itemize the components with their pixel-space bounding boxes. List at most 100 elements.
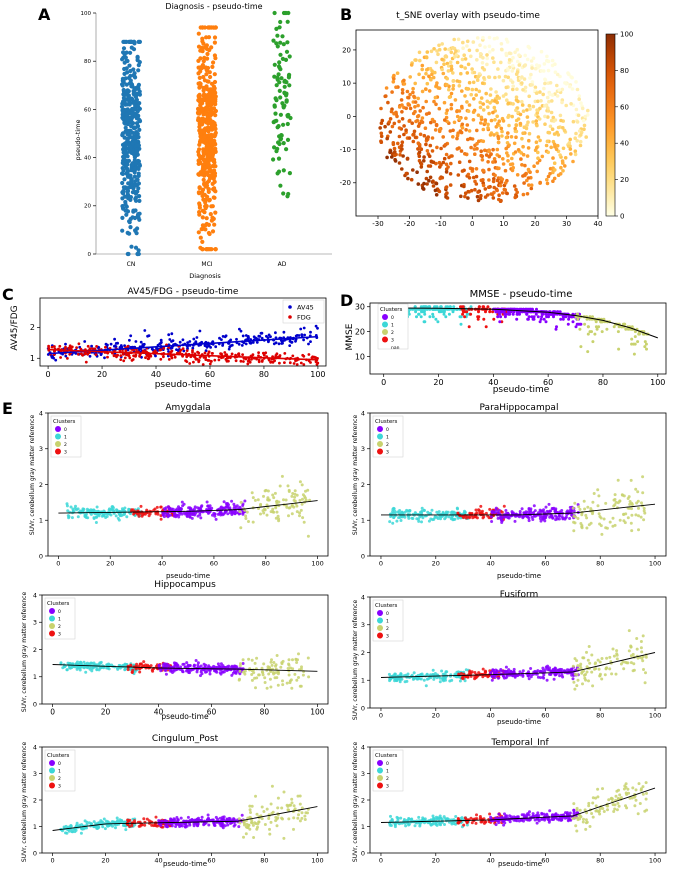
- panel-c-point-av45: [123, 344, 126, 347]
- suvr-x-tick-label: 0: [379, 560, 383, 568]
- panel-b-point: [497, 119, 502, 123]
- panel-a-point: [212, 79, 218, 85]
- panel-b-point: [574, 131, 578, 136]
- suvr-legend-label: 0: [64, 427, 67, 433]
- panel-a-point: [281, 168, 286, 173]
- panel-a-point: [132, 189, 137, 194]
- panel-b-point: [479, 121, 483, 125]
- panel-c-point-av45: [282, 330, 286, 334]
- panel-a-point: [121, 206, 126, 211]
- panel-c-point-fdg: [106, 355, 109, 359]
- panel-b-point: [404, 106, 409, 111]
- suvr-point: [168, 513, 172, 517]
- panel-b-point: [467, 129, 472, 133]
- panel-b-point: [543, 78, 548, 82]
- panel-b-point: [406, 176, 410, 181]
- panel-b-point: [506, 159, 510, 163]
- panel-d-ylabel: MMSE: [345, 323, 355, 350]
- panel-b-point: [388, 149, 393, 153]
- panel-b-point: [573, 152, 578, 157]
- suvr-point: [307, 675, 311, 679]
- panel-b-point: [491, 48, 495, 52]
- panel-b-point: [503, 168, 508, 173]
- panel-b-point: [442, 100, 447, 105]
- suvr-point: [126, 668, 130, 672]
- panel-b-point: [429, 77, 433, 82]
- suvr-point: [420, 506, 424, 510]
- panel-c-point-fdg: [162, 346, 166, 350]
- panel-b-point: [534, 140, 539, 144]
- panel-c-point-av45: [229, 338, 233, 342]
- panel-b-point: [499, 126, 504, 131]
- panel-c-title: AV45/FDG - pseudo-time: [128, 287, 239, 297]
- suvr-point: [392, 506, 396, 510]
- panel-a-point: [207, 91, 212, 96]
- panel-c-point-av45: [113, 344, 117, 348]
- panel-b-point: [570, 75, 574, 80]
- panel-c-point-fdg: [295, 363, 299, 366]
- suvr-point: [289, 666, 292, 670]
- colorbar-tick-label: 0: [620, 213, 624, 221]
- suvr-y-tick-label: 1: [33, 673, 37, 681]
- suvr-y-tick-label: 2: [39, 481, 43, 489]
- panel-d-point: [538, 320, 542, 324]
- panel-c-point-fdg: [198, 356, 202, 359]
- panel-a-point: [124, 212, 129, 217]
- suvr-point: [244, 517, 248, 520]
- panel-a-point: [211, 60, 216, 65]
- suvr-point: [596, 488, 600, 492]
- panel-b-point: [417, 142, 422, 147]
- panel-b-point: [465, 39, 470, 44]
- panel-b-point: [547, 99, 551, 104]
- panel-b-point: [527, 131, 532, 136]
- panel-b-point: [386, 100, 390, 105]
- suvr-point: [65, 668, 69, 672]
- panel-b-point: [523, 63, 528, 67]
- panel-b-point: [479, 115, 484, 120]
- panel-b-point: [440, 67, 444, 72]
- suvr-point: [602, 517, 606, 521]
- suvr-point: [496, 516, 500, 520]
- panel-b-point: [417, 150, 422, 155]
- panel-b-point: [559, 118, 563, 123]
- panel-c-point-fdg: [246, 362, 250, 366]
- panel-a-point: [278, 137, 283, 142]
- panel-b-point: [476, 190, 480, 194]
- panel-a-point: [212, 53, 217, 58]
- panel-c-point-fdg: [173, 355, 177, 359]
- panel-b-point: [531, 104, 536, 109]
- suvr-legend-marker: [377, 448, 383, 455]
- panel-b-point: [451, 46, 455, 50]
- colorbar-tick-label: 60: [620, 103, 629, 111]
- suvr-point: [275, 654, 279, 657]
- suvr-point: [123, 506, 127, 510]
- suvr-point: [490, 510, 494, 514]
- panel-b-point: [474, 182, 479, 186]
- panel-b-point: [487, 111, 491, 116]
- panel-b-point: [418, 58, 422, 63]
- panel-b-point: [448, 183, 453, 187]
- suvr-point: [185, 661, 189, 665]
- panel-a-point: [121, 185, 126, 190]
- suvr-x-tick-label: 80: [596, 560, 604, 568]
- suvr-point: [164, 669, 167, 673]
- panel-c-point-av45: [170, 332, 174, 336]
- panel-b-point: [524, 126, 529, 131]
- panel-a-point: [282, 79, 287, 84]
- panel-c-x-tick-label: 60: [205, 370, 215, 379]
- suvr-point: [199, 674, 202, 678]
- panel-b-plot: -30 -20 -10 0 10 20 30 40-20-100102002040608010…: [340, 29, 633, 228]
- panel-a-point: [135, 226, 140, 231]
- panel-b-point: [390, 155, 394, 159]
- suvr-legend-title: Clusters: [53, 419, 76, 425]
- colorbar-tick-label: 20: [620, 176, 629, 184]
- panel-b-point: [521, 152, 526, 157]
- panel-b-point: [555, 94, 560, 98]
- panel-a-point: [128, 73, 133, 78]
- panel-b-point: [559, 165, 563, 170]
- panel-b-point: [379, 106, 383, 111]
- suvr-point: [598, 522, 602, 526]
- panel-c-point-fdg: [112, 354, 116, 358]
